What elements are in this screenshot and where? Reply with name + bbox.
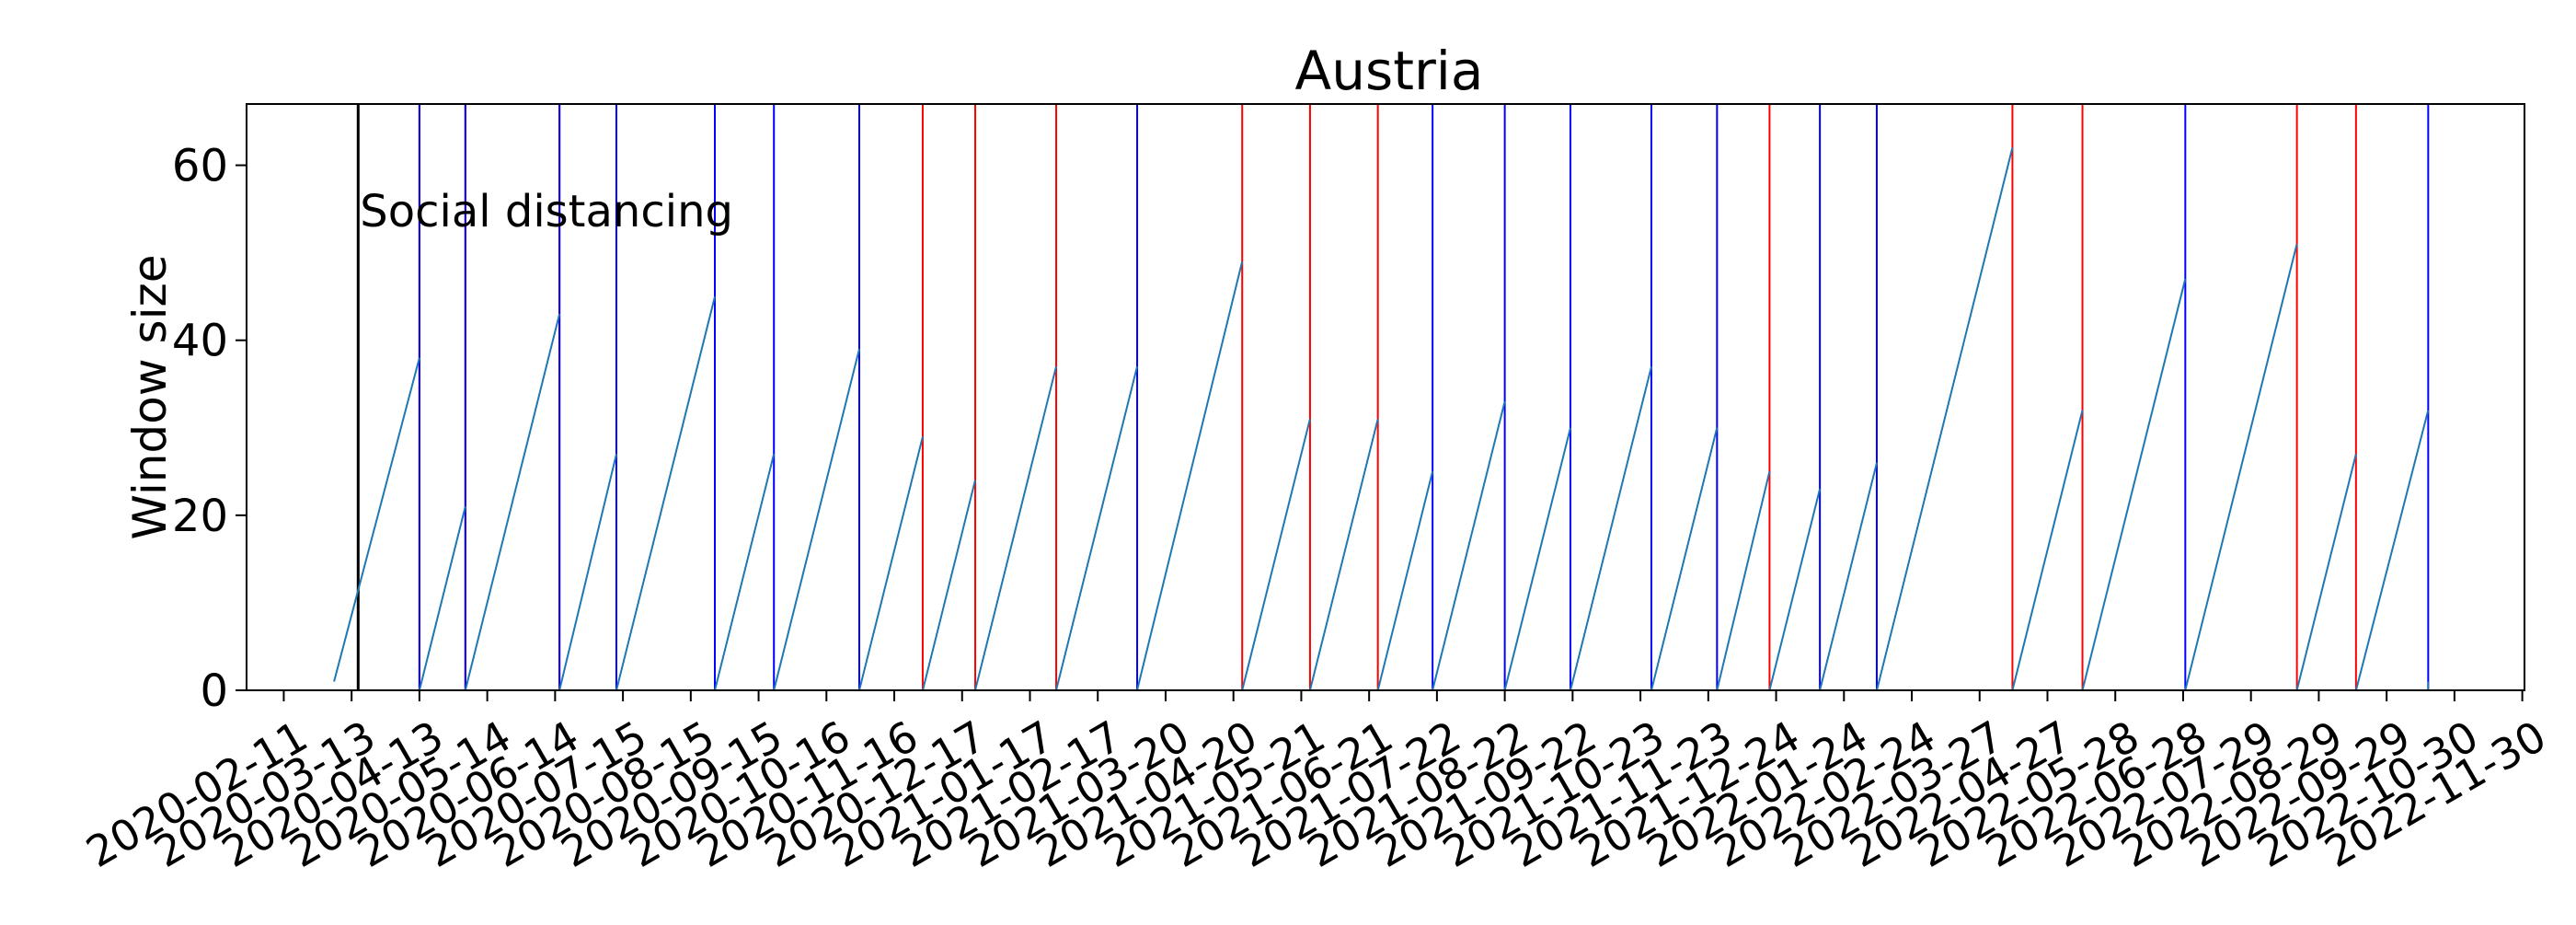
window-size-segment [558, 454, 617, 691]
window-size-segment [2081, 278, 2187, 691]
window-size-segment [1432, 401, 1506, 691]
y-axis-label: Window size [123, 255, 177, 540]
y-tick-label: 60 [172, 141, 228, 192]
window-size-segment [418, 506, 466, 691]
window-size-segment [1768, 489, 1822, 691]
window-size-segment [858, 436, 924, 691]
window-size-segment [1650, 427, 1719, 691]
window-size-segment [1241, 419, 1311, 691]
y-axis: 0 20 40 60 [172, 141, 247, 717]
window-size-segment [1055, 365, 1138, 691]
social-distancing-annotation: Social distancing [360, 186, 733, 237]
window-size-segment [2295, 454, 2357, 691]
window-size-segment [615, 295, 716, 691]
event-lines [356, 104, 2430, 690]
window-size-segment [1136, 260, 1244, 691]
plot-area [246, 103, 2525, 691]
window-size-segment [714, 454, 776, 691]
window-size-segment [1308, 419, 1379, 691]
window-size-segment [1376, 471, 1434, 691]
window-size-segment [1876, 147, 2014, 691]
x-axis: 2020-02-112020-03-132020-04-132020-05-14… [78, 690, 2554, 877]
y-tick-label: 20 [172, 491, 228, 542]
window-size-segment [333, 357, 420, 682]
window-size-segment [773, 348, 860, 691]
window-size-segment [2184, 243, 2298, 691]
y-tick-label: 40 [172, 316, 228, 367]
window-size-segment [464, 313, 561, 691]
window-size-segment [1716, 471, 1771, 691]
window-size-segment [922, 480, 976, 691]
window-size-segment [974, 365, 1057, 691]
series-lines [333, 147, 2430, 691]
y-tick-label: 0 [200, 665, 228, 717]
window-size-segment [2011, 410, 2084, 691]
window-size-segment [1503, 427, 1571, 691]
window-size-segment [1570, 365, 1652, 691]
window-size-segment [2354, 410, 2430, 691]
chart-title: Austria [1295, 40, 1484, 102]
window-size-segment [1819, 462, 1878, 691]
